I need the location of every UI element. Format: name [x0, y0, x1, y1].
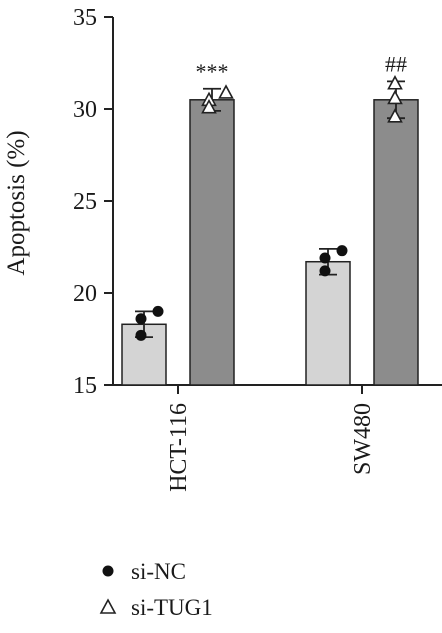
data-point-circle: [336, 245, 348, 257]
x-tick-label: SW480: [350, 403, 376, 475]
labels-group: *** ##: [196, 51, 408, 83]
legend-marker-triangle: [99, 598, 117, 614]
data-point-circle: [319, 265, 331, 277]
significance-annotation: ***: [196, 59, 229, 84]
bar-si-tug1: [373, 99, 419, 386]
bar-si-tug1: [189, 99, 235, 386]
legend-label-si-tug1: si-TUG1: [131, 595, 213, 620]
y-tick-label: 25: [73, 189, 97, 215]
bar-si-nc: [121, 323, 167, 386]
data-point-triangle: [387, 108, 403, 123]
legend-marker-circle: [102, 565, 114, 577]
y-tick-label: 20: [73, 281, 97, 307]
data-point-circle: [319, 252, 331, 264]
data-point-triangle: [387, 89, 403, 105]
data-point-triangle: [387, 75, 403, 90]
points-group: [135, 75, 403, 341]
y-tick-label: 35: [73, 5, 97, 31]
legend-group: si-NC si-TUG1: [99, 559, 213, 620]
data-point-circle: [135, 313, 147, 325]
x-tick-label: HCT-116: [166, 403, 192, 492]
y-axis-title: Apoptosis (%): [3, 130, 30, 275]
data-point-circle: [152, 305, 164, 317]
y-tick-label: 30: [73, 97, 97, 123]
data-point-circle: [135, 329, 147, 341]
legend-label-si-nc: si-NC: [131, 559, 186, 584]
y-tick-label: 15: [73, 373, 97, 399]
bar-si-nc: [305, 260, 351, 386]
data-point-triangle: [201, 98, 217, 114]
significance-annotation: ##: [385, 51, 407, 76]
data-point-triangle: [218, 84, 234, 99]
bars-group: [121, 80, 419, 386]
